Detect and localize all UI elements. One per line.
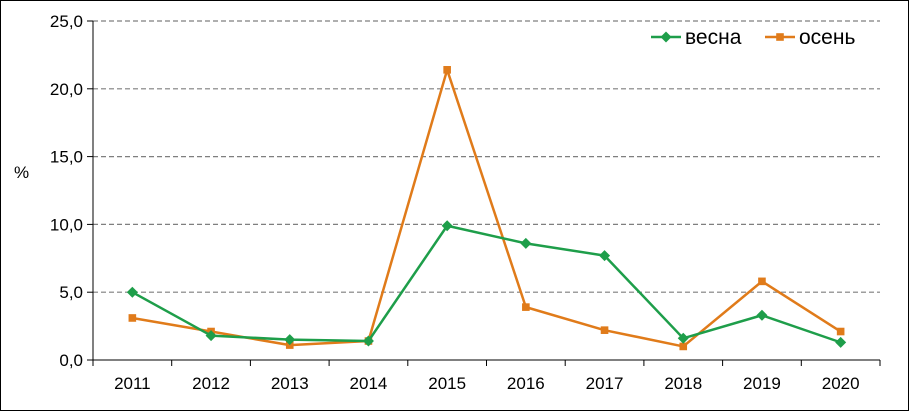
legend-item-osen: осень	[765, 26, 855, 49]
y-tick-label: 5,0	[59, 283, 83, 302]
x-tick-label: 2018	[664, 374, 702, 393]
x-tick-label: 2011	[114, 374, 151, 393]
data-point	[126, 286, 138, 298]
legend-label: осень	[799, 26, 855, 49]
x-tick-label: 2014	[350, 374, 388, 393]
legend-label: весна	[685, 26, 742, 49]
y-tick-label: 15,0	[50, 148, 83, 167]
data-point	[677, 332, 689, 344]
data-point	[443, 66, 451, 74]
legend-swatch-marker	[776, 33, 784, 41]
axes: %	[14, 20, 881, 366]
x-tick-label: 2020	[822, 374, 860, 393]
series-lines	[126, 66, 847, 351]
data-point	[128, 314, 137, 322]
data-point	[679, 342, 688, 351]
x-tick-label: 2015	[428, 374, 466, 393]
data-point	[756, 309, 768, 321]
data-point	[441, 220, 453, 232]
data-point	[205, 330, 217, 342]
grid-lines	[93, 20, 880, 293]
data-point	[284, 334, 296, 346]
x-tick-label: 2012	[192, 374, 230, 393]
legend-swatch-marker	[660, 31, 672, 43]
x-tick-label: 2013	[271, 374, 309, 393]
y-tick-labels: 0,0 5,0 10,0 15,0 20,0 25,0	[50, 12, 83, 370]
data-point	[599, 250, 611, 262]
series-vesna	[126, 220, 847, 348]
x-tick-label: 2016	[507, 374, 545, 393]
data-point	[520, 237, 532, 249]
data-point	[836, 327, 845, 336]
data-point	[835, 336, 847, 348]
data-point	[600, 326, 609, 334]
x-tick-label: 2019	[743, 374, 781, 393]
series-osen	[128, 66, 845, 351]
y-tick-label: 25,0	[50, 12, 83, 31]
y-tick-label: 0,0	[59, 351, 83, 370]
y-tick-label: 20,0	[50, 80, 83, 99]
data-point	[362, 335, 374, 347]
x-tick-labels: 2011 2012 2013 2014 2015 2016 2017 2018 2019 2020	[114, 374, 859, 393]
legend: весна осень	[651, 26, 855, 49]
series-line	[131, 224, 842, 344]
x-tick-label: 2017	[586, 374, 624, 393]
data-point	[522, 303, 530, 311]
y-axis-title: %	[14, 163, 29, 182]
y-tick-label: 10,0	[50, 215, 83, 234]
legend-item-vesna: весна	[651, 26, 742, 49]
series-line	[132, 68, 842, 348]
data-point	[758, 277, 766, 286]
